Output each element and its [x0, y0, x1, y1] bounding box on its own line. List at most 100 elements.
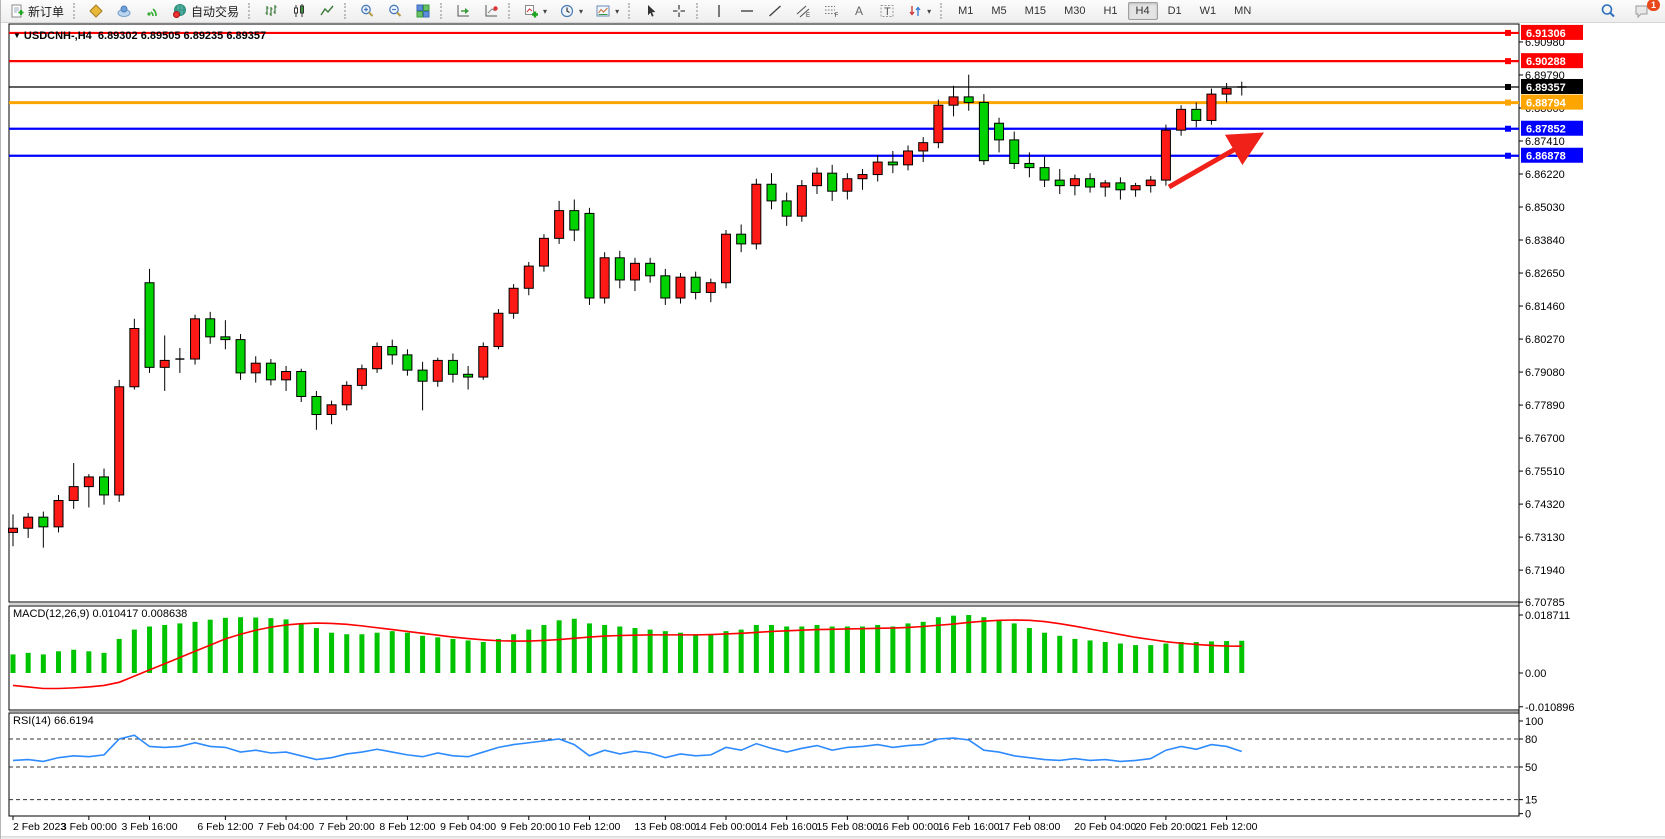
time-tick-label: 13 Feb 08:00	[634, 821, 696, 833]
crosshair-button[interactable]	[666, 2, 692, 20]
timeframe-button-m15[interactable]: M15	[1024, 5, 1047, 17]
candlestick-chart-button[interactable]	[286, 2, 312, 20]
hline-price-label: 6.86878	[1526, 151, 1566, 163]
timeframe-button-d1[interactable]: D1	[1167, 5, 1182, 17]
candle	[23, 512, 34, 538]
tile-windows-button[interactable]	[410, 2, 436, 20]
time-tick-label: 14 Feb 16:00	[756, 821, 818, 833]
text-button[interactable]: A	[846, 2, 872, 20]
price-tick-label: 6.74320	[1525, 499, 1565, 511]
price-tick-label: 6.73130	[1525, 532, 1565, 544]
candle	[554, 200, 565, 244]
vertical-line-button[interactable]	[706, 2, 732, 20]
toolbar-group	[637, 0, 693, 22]
candle	[250, 356, 261, 383]
candle	[478, 342, 489, 380]
fibonacci-button[interactable]: F	[818, 2, 844, 20]
candle	[705, 278, 716, 303]
ohlc-values: 6.89302 6.89505 6.89235 6.89357	[97, 30, 267, 42]
candle	[1145, 175, 1156, 193]
toolbar-separator	[628, 3, 634, 19]
price-chart[interactable]: 6.909806.897906.886006.874106.862206.850…	[1, 23, 1665, 839]
dropdown-arrow-icon[interactable]: ▾	[927, 6, 932, 16]
zoom-out-button[interactable]	[382, 2, 408, 20]
autotrading-button[interactable]: 自动交易	[167, 2, 244, 20]
candle	[796, 180, 807, 222]
rsi-tick-label: 100	[1525, 716, 1543, 728]
periods-button[interactable]: ▾	[554, 2, 588, 20]
community-button[interactable]	[111, 2, 137, 20]
chevron-down-icon[interactable]: ▼	[13, 31, 21, 40]
svg-text:F: F	[835, 13, 839, 19]
timeframe-button-m30[interactable]: M30	[1064, 5, 1086, 17]
timeframe-button-w1[interactable]: W1	[1199, 5, 1217, 17]
candle	[463, 365, 474, 390]
hline-price-flag	[1521, 120, 1583, 136]
candle	[963, 74, 974, 111]
hline-anchor[interactable]	[1505, 29, 1511, 36]
equidistant-channel-button[interactable]: E	[790, 2, 816, 20]
signals-button[interactable]	[139, 2, 165, 20]
candle	[53, 494, 64, 533]
timeframe-button-m1[interactable]: M1	[958, 5, 974, 17]
toolbar-group: 自动交易	[82, 0, 245, 22]
candle	[584, 207, 595, 305]
cube-icon	[89, 4, 103, 18]
doc-plus-icon	[11, 4, 24, 18]
candle	[508, 284, 519, 319]
auto-scroll-button[interactable]	[478, 2, 504, 20]
price-tick-label: 6.79080	[1525, 367, 1565, 379]
toolbar-group: E F A T ▾	[705, 0, 937, 22]
time-tick-label: 16 Feb 16:00	[938, 821, 1000, 833]
depth-of-market-button[interactable]	[83, 2, 109, 20]
add-indicator-button[interactable]: ▾	[518, 2, 552, 20]
templates-button[interactable]: ▾	[590, 2, 624, 20]
new-order-button[interactable]: 新订单	[4, 2, 69, 20]
price-tick-label: 6.80270	[1525, 334, 1565, 346]
zoom-out-icon	[389, 4, 402, 17]
hline-anchor[interactable]	[1505, 99, 1511, 106]
timeframe-button-h1[interactable]: H1	[1103, 5, 1118, 17]
hline-anchor[interactable]	[1505, 58, 1511, 65]
cursor-button[interactable]	[638, 2, 664, 20]
dropdown-arrow-icon[interactable]: ▾	[579, 6, 584, 16]
toolbar-right: 1	[1594, 0, 1664, 20]
timeframe-button-mn[interactable]: MN	[1234, 5, 1252, 17]
hline-price-label: 6.90288	[1526, 56, 1566, 68]
candle	[1039, 156, 1050, 188]
candle	[751, 178, 762, 250]
macd-panel	[8, 605, 1520, 711]
trend-arrow[interactable]	[1167, 132, 1265, 190]
line-chart-button[interactable]	[314, 2, 340, 20]
price-tick-label: 6.81460	[1525, 301, 1565, 313]
hline-anchor[interactable]	[1505, 125, 1511, 132]
candle	[114, 379, 125, 502]
hline-anchor[interactable]	[1505, 152, 1511, 159]
bottom-strip	[1, 836, 1665, 839]
hline-anchor[interactable]	[1505, 83, 1511, 90]
macd-layer	[10, 615, 1245, 673]
dropdown-arrow-icon[interactable]: ▾	[615, 6, 620, 16]
svg-text:E: E	[806, 13, 810, 19]
candle	[190, 314, 201, 365]
text-label-button[interactable]: T	[874, 2, 900, 20]
line-chart-icon	[320, 5, 334, 16]
zoom-in-button[interactable]	[354, 2, 380, 20]
timeframe-button-m5[interactable]: M5	[991, 5, 1007, 17]
svg-text:A: A	[855, 4, 863, 18]
candle	[887, 150, 898, 174]
toolbar-separator	[940, 3, 946, 19]
notification-badge: 1	[1646, 0, 1660, 11]
arrows-button[interactable]: ▾	[902, 2, 936, 20]
search-button[interactable]	[1595, 2, 1621, 20]
timeframe-button-h4[interactable]: H4	[1127, 2, 1158, 20]
trendline-button[interactable]	[762, 2, 788, 20]
candle	[417, 361, 428, 411]
candle	[1069, 174, 1080, 196]
time-tick-label: 3 Feb 16:00	[122, 821, 178, 833]
dropdown-arrow-icon[interactable]: ▾	[543, 6, 548, 16]
bar-chart-button[interactable]	[258, 2, 284, 20]
horizontal-line-button[interactable]	[734, 2, 760, 20]
notifications-button[interactable]: 1	[1629, 0, 1660, 20]
chart-shift-button[interactable]	[450, 2, 476, 20]
